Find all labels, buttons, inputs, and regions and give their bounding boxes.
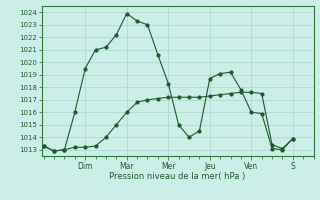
- X-axis label: Pression niveau de la mer( hPa ): Pression niveau de la mer( hPa ): [109, 172, 246, 181]
